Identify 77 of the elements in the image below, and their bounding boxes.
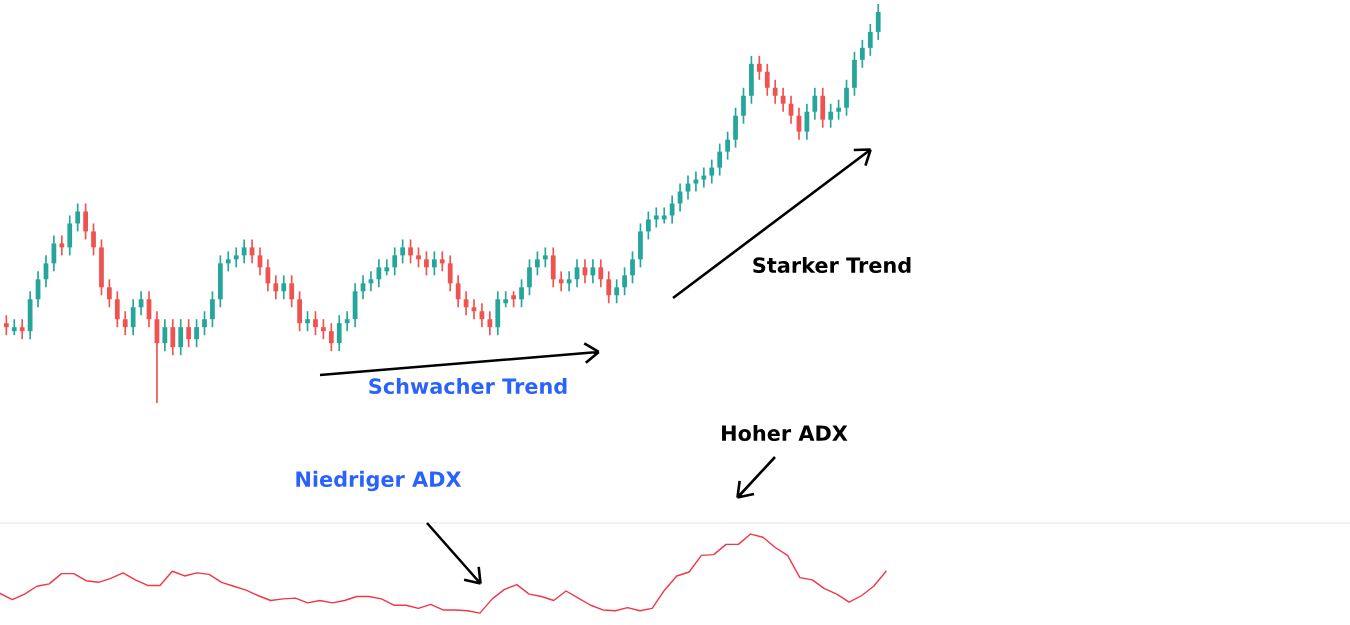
candlestick [447,254,453,293]
candlestick [725,130,731,161]
candlestick [297,290,302,333]
candlestick [630,250,635,285]
candlestick [860,39,865,69]
text: Niedriger ADX [296,470,462,492]
candlestick [210,290,215,329]
candlestick [107,278,112,309]
candlestick [344,310,350,333]
candlestick [709,158,715,185]
candlestick [321,318,326,341]
candlestick [439,250,445,273]
candlestick [598,258,604,289]
candlestick [19,318,25,341]
candlestick [122,310,128,337]
candlestick [408,238,413,265]
candlestick [828,102,834,129]
candlestick [328,322,334,352]
candlestick [273,274,279,301]
candlestick [844,78,849,117]
candlestick [225,250,231,273]
candlestick [455,274,461,309]
candlestick [194,318,199,348]
candlestick [772,78,778,105]
candlestick [186,318,192,348]
candlestick [701,166,707,189]
candlestick [130,298,136,337]
candlestick [820,86,826,129]
candlestick [376,258,382,289]
candlestick [614,278,620,305]
text: Hoher ADX [722,424,848,442]
candlestick [114,290,120,329]
candlestick [178,318,184,356]
candlestick [645,210,651,241]
candlestick [622,266,627,297]
candlestick [241,238,247,265]
candlestick [75,202,81,233]
candlestick [83,202,88,241]
candlestick [733,106,738,149]
candlestick [756,55,762,81]
candlestick [519,278,524,309]
candlestick [59,234,65,257]
candlestick [717,142,723,177]
candlestick [67,214,73,257]
candlestick [170,318,176,356]
annotation: Starker Trend [753,256,911,274]
candlestick [305,310,310,333]
candlestick [3,314,9,337]
candlestick [812,86,818,121]
candlestick [836,98,841,121]
candlestick [669,194,675,225]
candlestick [424,250,429,277]
candlestick [336,314,342,352]
candlestick [416,246,421,269]
candlestick [392,246,398,277]
candlestick [875,3,881,41]
annotation: Schwacher Trend [369,377,567,395]
candlestick [764,63,770,97]
candlestick [281,274,287,301]
candlestick [867,23,873,57]
candlestick [606,270,612,305]
candlestick [653,206,659,229]
candlestick [558,270,564,293]
candlestick [313,310,318,337]
candlestick [400,238,406,265]
candlestick [741,86,746,125]
candlestick [289,274,295,309]
candlestick [202,310,207,337]
candlestick [431,250,437,277]
candlestick [527,258,532,297]
candlestick [487,310,493,337]
candlestick [91,222,96,257]
candlestick [535,250,540,277]
candlestick [162,318,168,352]
candlestick [550,246,556,289]
candlestick [233,246,239,269]
candlestick [542,246,548,269]
